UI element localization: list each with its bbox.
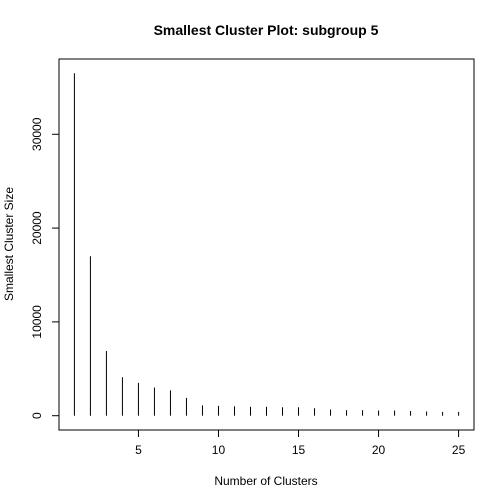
y-tick-label: 30000 [30,117,44,151]
x-axis-label: Number of Clusters [214,474,317,488]
y-axis-label: Smallest Cluster Size [2,187,16,301]
x-tick-label: 10 [212,443,226,457]
plot-frame [58,58,475,431]
chart-title: Smallest Cluster Plot: subgroup 5 [154,22,379,38]
y-axis: 0 10000 20000 30000 [30,117,60,419]
x-tick-label: 25 [452,443,466,457]
x-tick-label: 20 [372,443,386,457]
x-axis: 5 10 15 20 25 [135,429,466,457]
y-tick-label: 0 [30,412,44,419]
y-tick-label: 20000 [30,211,44,245]
y-tick-label: 10000 [30,305,44,339]
x-tick-label: 15 [292,443,306,457]
spike-series [73,73,460,416]
x-tick-label: 5 [135,443,142,457]
